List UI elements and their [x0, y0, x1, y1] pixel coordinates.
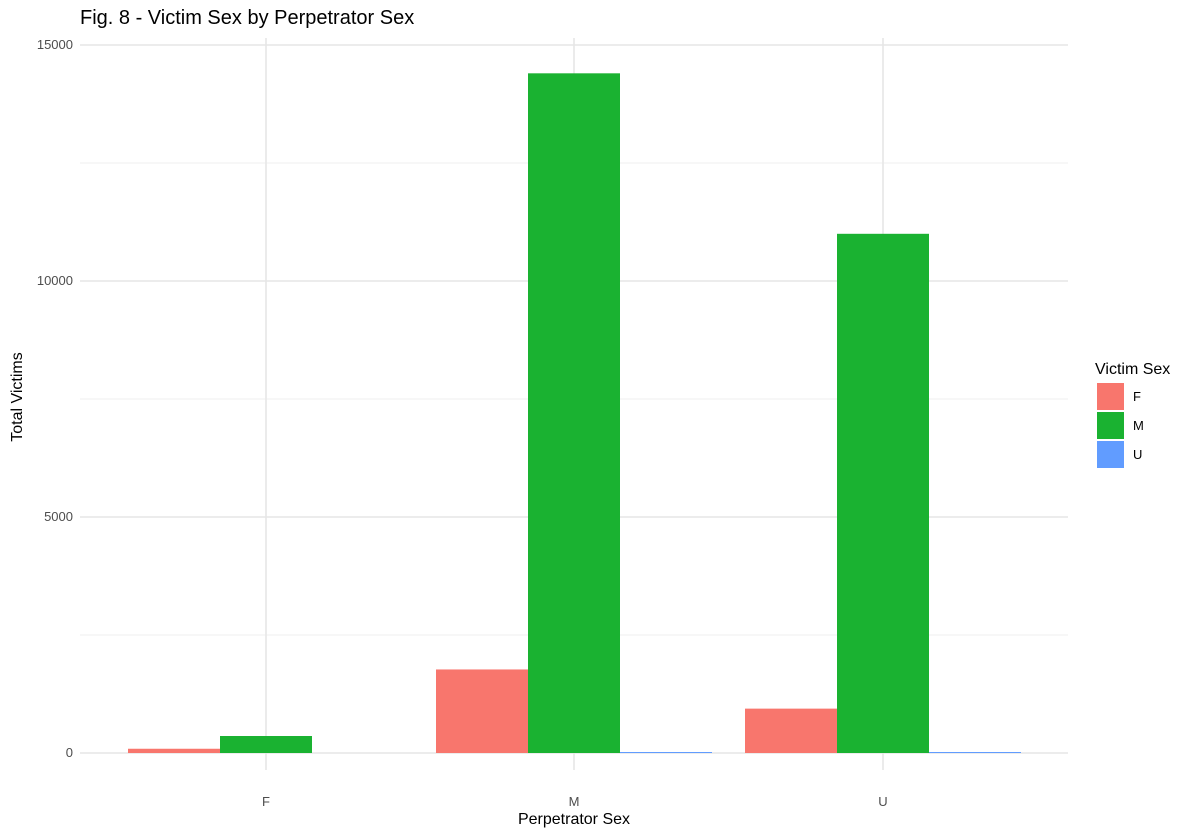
x-tick-label: U	[878, 794, 887, 809]
legend-key-M	[1097, 412, 1124, 439]
bars	[128, 73, 1021, 754]
y-tick-label: 10000	[37, 273, 73, 288]
bar-U-U	[929, 752, 1021, 753]
bar-U-M	[837, 233, 929, 754]
y-axis-ticks: 0 5000 10000 15000	[37, 37, 73, 760]
x-tick-label: F	[262, 794, 270, 809]
x-axis-title: Perpetrator Sex	[518, 811, 630, 828]
legend-label-F: F	[1133, 389, 1141, 404]
legend-key-U	[1097, 441, 1124, 468]
legend-label-M: M	[1133, 418, 1144, 433]
legend-items: FMU	[1097, 383, 1144, 468]
x-tick-label: M	[569, 794, 580, 809]
legend-key-F	[1097, 383, 1124, 410]
legend-title: Victim Sex	[1095, 361, 1170, 378]
chart-title: Fig. 8 - Victim Sex by Perpetrator Sex	[80, 7, 414, 29]
y-tick-label: 0	[66, 745, 73, 760]
bar-M-F	[436, 669, 528, 753]
legend: Victim Sex FMU	[1095, 361, 1170, 468]
bar-M-U	[620, 752, 712, 753]
bar-F-F	[128, 748, 220, 753]
y-axis-title: Total Victims	[9, 352, 26, 442]
legend-label-U: U	[1133, 447, 1142, 462]
y-tick-label: 5000	[44, 509, 73, 524]
bar-M-M	[528, 73, 620, 753]
bar-U-F	[745, 708, 837, 753]
bar-F-M	[220, 736, 312, 753]
y-tick-label: 15000	[37, 37, 73, 52]
